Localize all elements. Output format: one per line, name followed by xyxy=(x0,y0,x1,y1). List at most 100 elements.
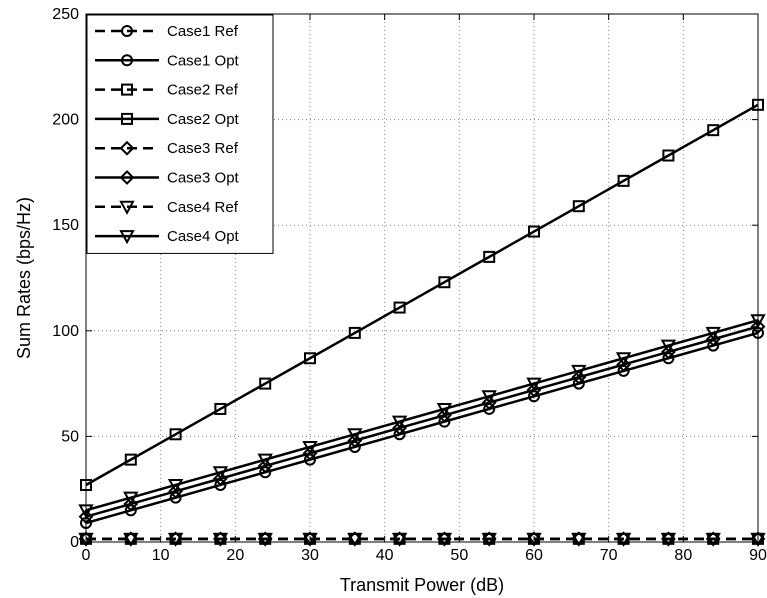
legend-box xyxy=(86,14,274,254)
marker-shape xyxy=(214,402,227,415)
legend-item-case4-ref: Case4 Ref xyxy=(95,199,239,216)
data-point-case3-opt xyxy=(392,420,408,436)
data-point-case2-opt xyxy=(348,326,361,339)
x-tick-label: 70 xyxy=(600,547,618,564)
marker-shape xyxy=(257,532,273,547)
legend-item-case2-ref: Case2 Ref xyxy=(95,82,239,99)
data-point-case3-opt xyxy=(257,458,273,474)
data-point-case4-ref xyxy=(167,532,184,547)
data-point-case4-ref xyxy=(257,532,273,547)
marker-shape xyxy=(169,428,182,441)
marker-shape xyxy=(302,445,318,461)
marker-shape xyxy=(168,483,184,499)
x-tick-label: 40 xyxy=(376,547,394,564)
tick-labels: 0 10 20 30 40 50 60 70 80 90 0 50 100 150 200 250 xyxy=(52,6,767,564)
y-tick-label: 250 xyxy=(52,6,79,23)
y-tick-label: 100 xyxy=(52,323,79,340)
x-tick-label: 30 xyxy=(301,547,319,564)
data-point-case4-opt xyxy=(615,352,632,367)
data-point-case2-opt xyxy=(483,250,496,263)
legend-label: Case4 Opt xyxy=(167,228,240,245)
data-point-case2-opt xyxy=(662,149,675,162)
legend-marker xyxy=(121,112,133,125)
marker-shape xyxy=(705,532,721,547)
data-point-case2-opt xyxy=(124,453,137,466)
y-tick-label: 150 xyxy=(52,217,79,234)
legend-label: Case3 Ref xyxy=(167,140,239,157)
marker-shape xyxy=(257,453,273,468)
marker-shape xyxy=(121,112,133,125)
data-point-case3-opt xyxy=(660,344,676,360)
data-point-case4-opt xyxy=(571,364,587,380)
series-case4-ref xyxy=(78,532,766,547)
data-point-case3-opt xyxy=(212,471,228,487)
data-point-case2-opt xyxy=(528,225,540,238)
series-case3-opt xyxy=(78,319,766,525)
legend: Case1 Ref Case1 Opt Case2 Ref Case2 Opt Case… xyxy=(86,14,274,254)
data-point-case4-opt xyxy=(123,491,139,506)
y-axis-label: Sum Rates (bps/Hz) xyxy=(14,197,34,359)
marker-shape xyxy=(302,440,318,456)
marker-shape xyxy=(617,174,630,187)
series-line-case4-opt xyxy=(85,319,759,512)
marker-shape xyxy=(660,339,677,354)
data-point-case4-opt xyxy=(257,453,273,468)
data-point-case4-opt xyxy=(212,466,229,481)
data-point-case3-opt xyxy=(571,369,587,385)
marker-shape xyxy=(123,491,139,506)
x-tick-label: 90 xyxy=(749,547,767,564)
x-tick-label: 20 xyxy=(226,547,244,564)
x-tick-label: 10 xyxy=(152,547,170,564)
data-point-case4-ref xyxy=(526,532,542,547)
legend-marker xyxy=(119,140,135,156)
legend-item-case3-opt: Case3 Opt xyxy=(95,170,240,187)
data-point-case4-ref xyxy=(705,532,721,547)
data-point-case2-opt xyxy=(393,301,406,314)
marker-shape xyxy=(526,532,542,547)
data-point-case3-opt xyxy=(436,407,452,423)
marker-shape xyxy=(167,478,184,494)
data-point-case4-opt xyxy=(347,428,363,443)
data-point-case4-ref xyxy=(436,532,453,547)
data-point-case3-opt xyxy=(616,357,632,373)
data-point-case3-opt xyxy=(123,496,139,512)
legend-marker xyxy=(121,54,133,67)
marker-shape xyxy=(705,326,721,342)
legend-item-case2-opt: Case2 Opt xyxy=(95,111,240,128)
data-point-case3-opt xyxy=(347,433,363,449)
marker-shape xyxy=(481,532,497,547)
marker-shape xyxy=(481,390,497,405)
marker-shape xyxy=(119,170,135,185)
series-line-case1-opt xyxy=(85,331,759,525)
data-point-case4-opt xyxy=(481,390,497,405)
data-point-case4-opt xyxy=(436,402,453,418)
marker-shape xyxy=(707,124,720,137)
data-point-case2-opt xyxy=(304,352,316,365)
legend-marker xyxy=(119,230,135,245)
marker-shape xyxy=(392,420,408,436)
series-layer xyxy=(78,98,766,547)
marker-shape xyxy=(705,331,721,347)
marker-shape xyxy=(347,532,363,547)
data-point-case4-opt xyxy=(705,326,721,342)
marker-shape xyxy=(436,407,452,423)
marker-shape xyxy=(167,532,184,547)
marker-shape xyxy=(212,466,229,481)
marker-shape xyxy=(438,276,451,289)
marker-shape xyxy=(348,326,361,339)
y-tick-label: 50 xyxy=(61,428,79,445)
marker-shape xyxy=(481,395,497,411)
x-tick-label: 50 xyxy=(450,547,468,564)
data-point-case2-opt xyxy=(259,377,272,390)
marker-shape xyxy=(119,200,135,215)
data-point-case4-ref xyxy=(481,532,497,547)
plot-frame xyxy=(85,13,759,543)
marker-shape xyxy=(124,453,137,466)
y-tick-label: 200 xyxy=(52,112,79,129)
data-point-case4-ref xyxy=(302,532,318,547)
data-point-case2-opt xyxy=(214,402,227,415)
marker-shape xyxy=(393,301,406,314)
legend-item-case1-ref: Case1 Ref xyxy=(95,23,239,40)
marker-shape xyxy=(528,225,540,238)
